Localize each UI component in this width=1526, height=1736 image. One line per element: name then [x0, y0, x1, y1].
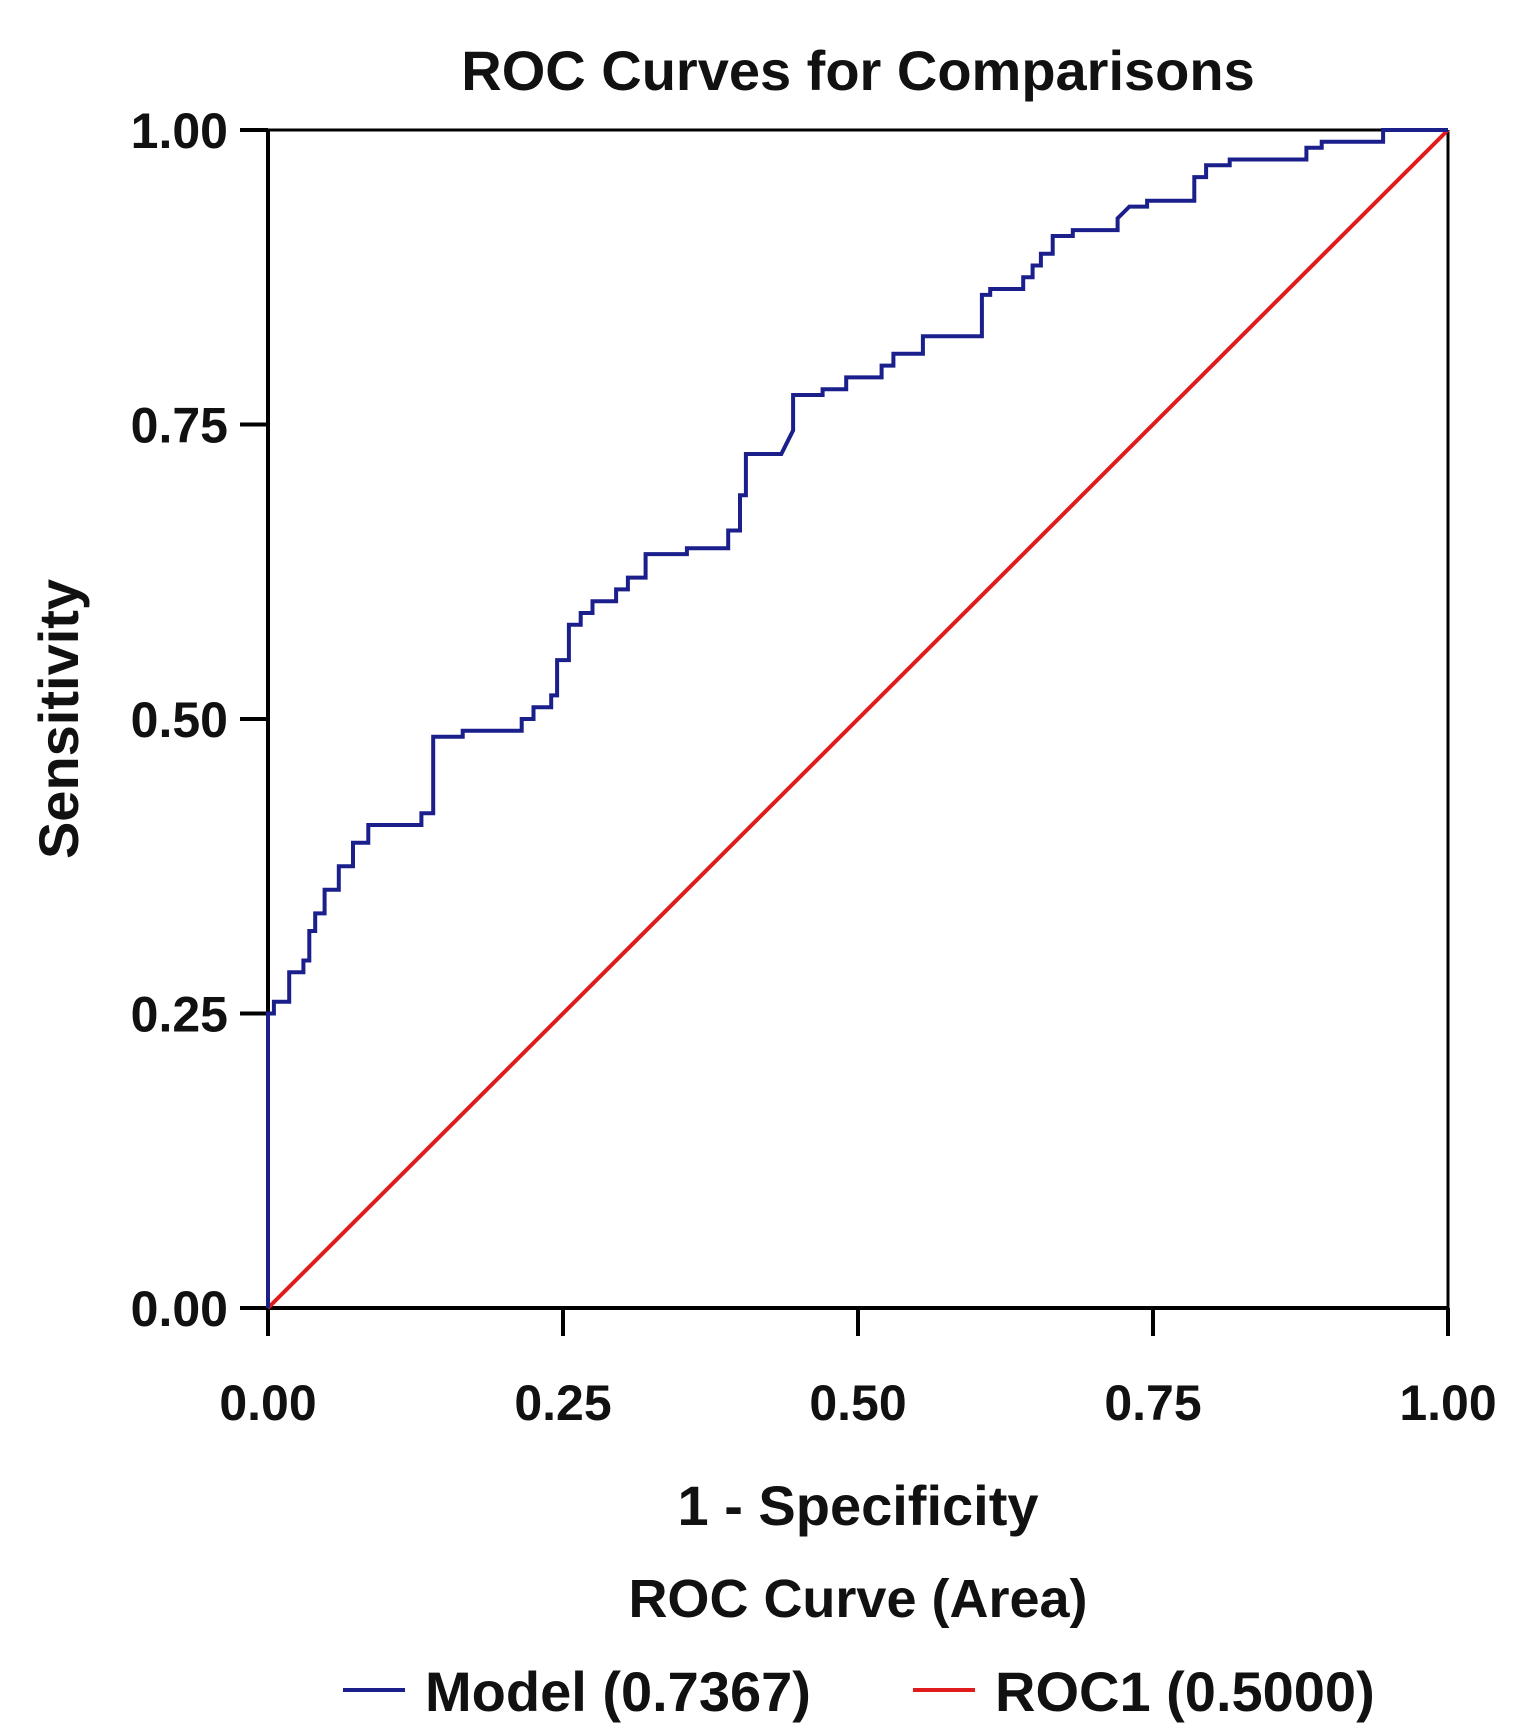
x-axis-ticks: 0.00 0.25 0.50 0.75 1.00	[219, 1308, 1497, 1431]
y-tick-label: 1.00	[131, 103, 228, 159]
series-line-roc1	[266, 128, 1450, 1310]
chart-title: ROC Curves for Comparisons	[461, 39, 1255, 102]
legend-title: ROC Curve (Area)	[628, 1569, 1087, 1629]
y-tick-label: 0.00	[131, 1281, 228, 1337]
x-tick-label: 0.00	[219, 1375, 316, 1431]
series-layer	[266, 128, 1450, 1310]
y-axis-title: Sensitivity	[27, 579, 90, 859]
x-tick-label: 0.25	[514, 1375, 611, 1431]
y-tick-label: 0.50	[131, 692, 228, 748]
x-tick-label: 0.75	[1104, 1375, 1201, 1431]
x-tick-label: 0.50	[809, 1375, 906, 1431]
legend: ROC Curve (Area) Model (0.7367) ROC1 (0.…	[343, 1569, 1375, 1723]
legend-label-roc1: ROC1 (0.5000)	[995, 1660, 1375, 1723]
series-line-model	[266, 128, 1448, 1308]
x-axis-title: 1 - Specificity	[677, 1474, 1038, 1537]
x-tick-label: 1.00	[1399, 1375, 1496, 1431]
y-tick-label: 0.75	[131, 398, 228, 454]
y-tick-label: 0.25	[131, 987, 228, 1043]
legend-label-model: Model (0.7367)	[425, 1660, 811, 1723]
y-axis-ticks: 0.00 0.25 0.50 0.75 1.00	[131, 103, 268, 1337]
